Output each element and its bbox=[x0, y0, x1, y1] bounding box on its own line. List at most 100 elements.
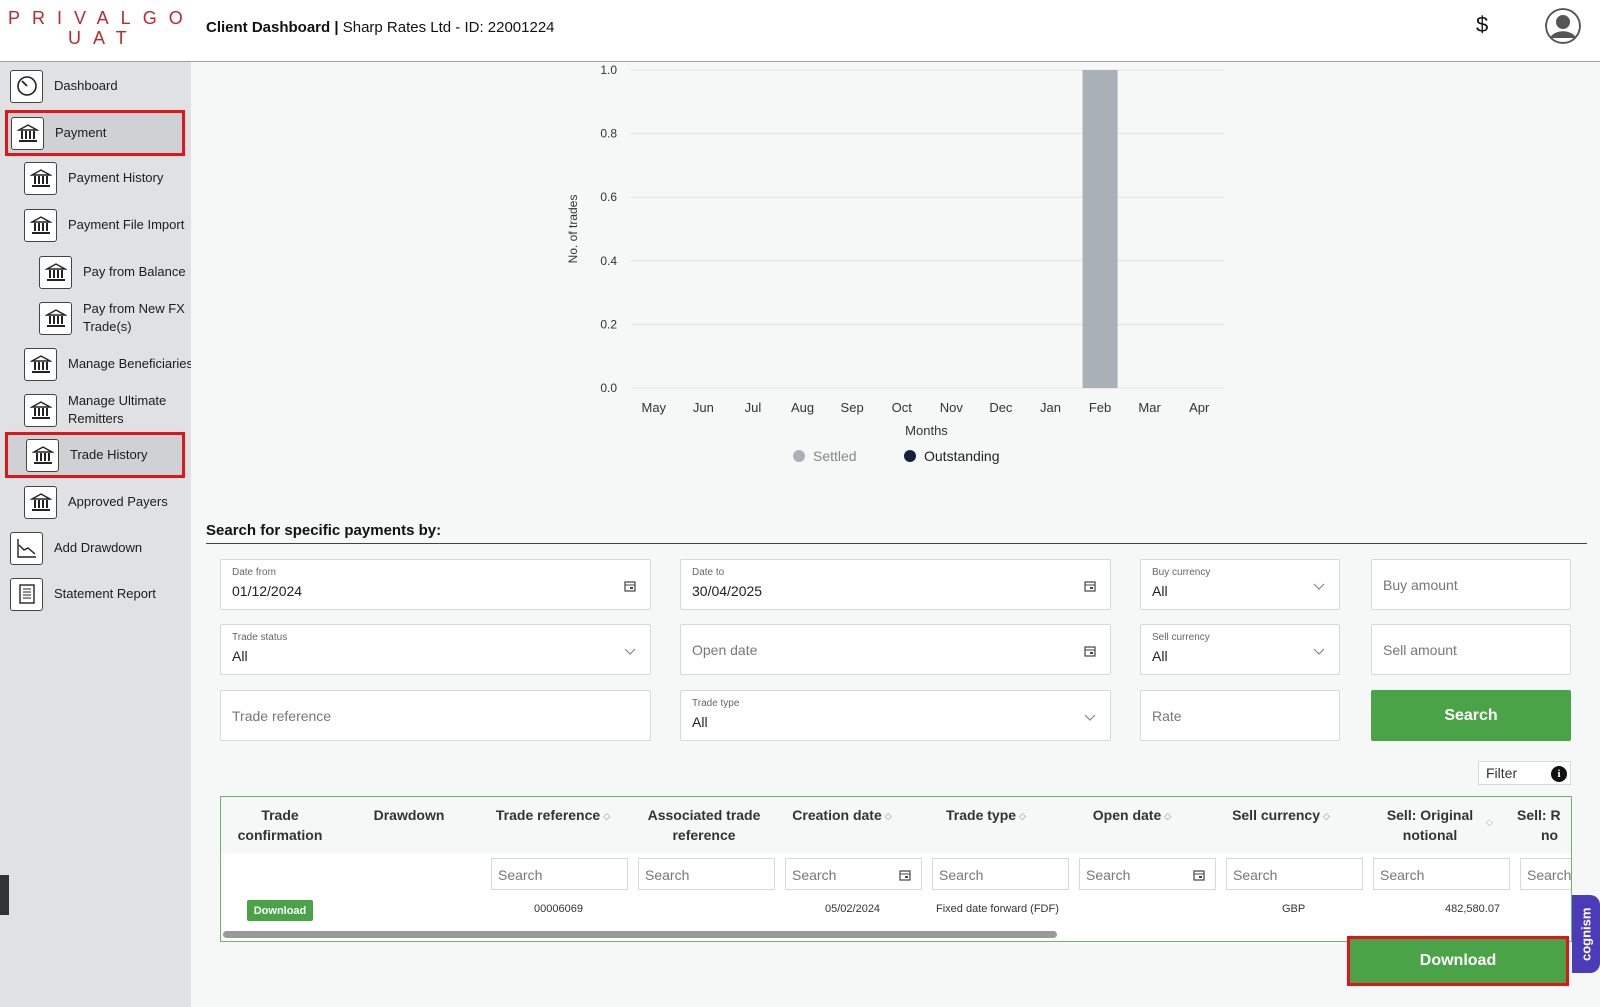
y-tick-label: 0.2 bbox=[600, 317, 617, 331]
buy-currency-select[interactable]: Buy currency All bbox=[1140, 559, 1340, 610]
col-sell-original-notional[interactable]: Sell: Original notional bbox=[1355, 805, 1505, 845]
divider bbox=[206, 543, 1587, 544]
trade-reference-input[interactable]: Trade reference bbox=[220, 690, 651, 741]
side-feedback-tab[interactable] bbox=[0, 875, 9, 915]
calendar-icon[interactable] bbox=[1084, 645, 1096, 657]
y-axis-label: No. of trades bbox=[566, 195, 580, 264]
col-trade-reference[interactable]: Trade reference ◇ bbox=[483, 805, 623, 826]
sidebar-item-label: Dashboard bbox=[54, 78, 118, 93]
sidebar-item-approved-payers[interactable]: Approved Payers bbox=[24, 482, 191, 522]
calendar-icon[interactable] bbox=[899, 869, 911, 881]
privalgo-logo[interactable]: PRIVALGO UAT bbox=[8, 8, 190, 54]
sidebar-item-dashboard[interactable]: Dashboard bbox=[10, 66, 190, 106]
legend-marker-settled bbox=[793, 450, 805, 462]
dollar-icon[interactable]: $ bbox=[1476, 12, 1489, 37]
trade-reference-placeholder: Trade reference bbox=[232, 708, 332, 724]
line-chart-icon bbox=[10, 531, 43, 565]
open-date-field[interactable]: Open date bbox=[680, 624, 1111, 675]
x-tick-label: Jul bbox=[745, 400, 762, 415]
sidebar-item-trade-history[interactable]: Trade History bbox=[5, 432, 185, 478]
trade-type-value: All bbox=[692, 714, 708, 730]
search-sell-remaining[interactable]: Search bbox=[1520, 858, 1571, 890]
trade-confirmation-download-button[interactable]: Download bbox=[247, 900, 313, 921]
col-trade-confirmation: Trade confirmation bbox=[221, 805, 339, 845]
date-from-field[interactable]: Date from 01/12/2024 bbox=[220, 559, 651, 610]
sidebar-item-statement-report[interactable]: Statement Report bbox=[10, 574, 190, 614]
col-sell-remaining[interactable]: Sell: R no bbox=[1511, 805, 1571, 845]
sort-icon[interactable]: ◇ bbox=[1323, 811, 1330, 822]
bank-icon bbox=[24, 485, 57, 519]
cell-sell-currency: GBP bbox=[1282, 903, 1306, 915]
trade-type-select[interactable]: Trade type All bbox=[680, 690, 1111, 741]
date-to-field[interactable]: Date to 30/04/2025 bbox=[680, 559, 1111, 610]
search-creation-date[interactable]: Search bbox=[785, 858, 922, 890]
search-trade-reference[interactable]: Search bbox=[491, 858, 628, 890]
buy-amount-placeholder: Buy amount bbox=[1383, 577, 1458, 593]
buy-amount-input[interactable]: Buy amount bbox=[1371, 559, 1571, 610]
x-tick-label: Feb bbox=[1089, 400, 1111, 415]
col-trade-type[interactable]: Trade type ◇ bbox=[921, 805, 1051, 826]
sidebar-item-label: Add Drawdown bbox=[54, 540, 143, 555]
calendar-icon[interactable] bbox=[1193, 869, 1205, 881]
chevron-down-icon bbox=[1084, 714, 1096, 721]
x-axis-label: Months bbox=[905, 423, 948, 438]
trade-type-label: Trade type bbox=[692, 698, 740, 709]
sort-icon[interactable]: ◇ bbox=[1486, 817, 1493, 827]
sort-icon[interactable]: ◇ bbox=[884, 811, 892, 822]
col-associated-trade-reference[interactable]: Associated trade reference bbox=[624, 805, 784, 845]
sidebar-item-payment-history[interactable]: Payment History bbox=[24, 158, 191, 198]
sidebar-item-pay-from-balance[interactable]: Pay from Balance bbox=[39, 252, 191, 292]
search-placeholder: Search bbox=[645, 867, 690, 883]
bank-icon bbox=[24, 393, 57, 427]
horizontal-scrollbar[interactable] bbox=[223, 931, 1057, 938]
sidebar-item-label: Pay from Balance bbox=[83, 264, 186, 279]
sidebar-item-payment[interactable]: Payment bbox=[5, 110, 185, 156]
search-sell-currency[interactable]: Search bbox=[1226, 858, 1363, 890]
trade-status-select[interactable]: Trade status All bbox=[220, 624, 651, 675]
legend-label-settled: Settled bbox=[813, 448, 857, 464]
rate-input[interactable]: Rate bbox=[1140, 690, 1340, 741]
col-header-line1: Trade bbox=[261, 807, 299, 823]
col-creation-date[interactable]: Creation date ◇ bbox=[777, 805, 907, 826]
y-tick-label: 0.4 bbox=[600, 254, 617, 268]
filter-control[interactable]: Filter i bbox=[1478, 761, 1571, 785]
bank-icon bbox=[24, 347, 57, 381]
logo-line1: PRIVALGO bbox=[8, 8, 190, 28]
sidebar-item-manage-ultimate-remitters[interactable]: Manage Ultimate Remitters bbox=[24, 390, 191, 430]
sort-icon[interactable]: ◇ bbox=[603, 811, 611, 822]
date-to-value: 30/04/2025 bbox=[692, 583, 763, 599]
rate-placeholder: Rate bbox=[1152, 708, 1182, 724]
search-sell-original-notional[interactable]: Search bbox=[1373, 858, 1510, 890]
sidebar-item-add-drawdown[interactable]: Add Drawdown bbox=[10, 528, 190, 568]
sort-icon[interactable]: ◇ bbox=[1164, 811, 1172, 822]
info-icon[interactable]: i bbox=[1551, 766, 1567, 782]
search-associated-reference[interactable]: Search bbox=[638, 858, 775, 890]
filter-label: Filter bbox=[1486, 765, 1518, 781]
sort-icon[interactable]: ◇ bbox=[1019, 811, 1026, 822]
col-drawdown: Drawdown bbox=[349, 805, 469, 825]
sidebar-item-label: Approved Payers bbox=[68, 494, 168, 509]
search-trade-type[interactable]: Search bbox=[932, 858, 1069, 890]
calendar-icon[interactable] bbox=[624, 580, 636, 592]
sidebar-item-label: Manage Beneficiaries bbox=[68, 356, 191, 371]
sell-amount-input[interactable]: Sell amount bbox=[1371, 624, 1571, 675]
search-button[interactable]: Search bbox=[1371, 690, 1571, 741]
sell-amount-placeholder: Sell amount bbox=[1383, 642, 1457, 658]
calendar-icon[interactable] bbox=[1084, 580, 1096, 592]
col-sell-currency[interactable]: Sell currency ◇ bbox=[1211, 805, 1351, 826]
sidebar-item-manage-beneficiaries[interactable]: Manage Beneficiaries bbox=[24, 344, 191, 384]
sell-currency-select[interactable]: Sell currency All bbox=[1140, 624, 1340, 675]
x-tick-label: Apr bbox=[1189, 400, 1210, 415]
cell-trade-type: Fixed date forward (FDF) bbox=[936, 903, 1059, 915]
user-avatar-icon[interactable] bbox=[1545, 8, 1581, 44]
col-header-line1: Sell: Original bbox=[1386, 807, 1474, 823]
page-title: Client Dashboard | Sharp Rates Ltd - ID:… bbox=[206, 19, 555, 36]
download-button[interactable]: Download bbox=[1347, 936, 1569, 986]
date-from-label: Date from bbox=[232, 567, 276, 578]
search-open-date[interactable]: Search bbox=[1079, 858, 1216, 890]
col-open-date[interactable]: Open date ◇ bbox=[1067, 805, 1197, 826]
cognism-badge[interactable]: cognism bbox=[1572, 895, 1600, 973]
sidebar-item-pay-from-new-fx-trades[interactable]: Pay from New FX Trade(s) bbox=[39, 298, 191, 338]
sidebar-item-payment-file-import[interactable]: Payment File Import bbox=[24, 205, 191, 245]
cell-creation-date: 05/02/2024 bbox=[825, 903, 881, 915]
